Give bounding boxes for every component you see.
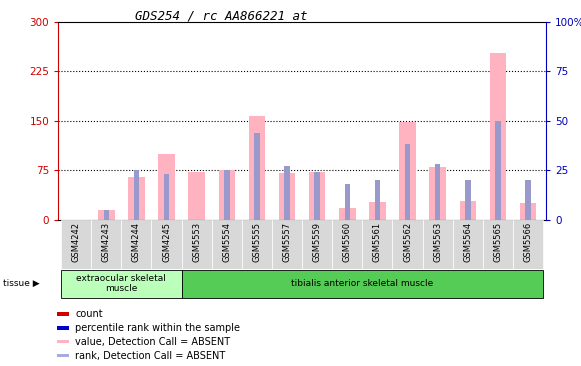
Text: GSM5562: GSM5562 bbox=[403, 222, 412, 262]
Text: extraocular skeletal
muscle: extraocular skeletal muscle bbox=[77, 274, 166, 294]
Bar bbox=[164, 174, 169, 220]
Text: GSM4242: GSM4242 bbox=[71, 222, 81, 262]
Bar bbox=[520, 203, 536, 220]
Bar bbox=[58, 326, 69, 329]
Bar bbox=[218, 170, 235, 220]
Bar bbox=[453, 220, 483, 269]
Bar bbox=[134, 170, 139, 220]
Text: value, Detection Call = ABSENT: value, Detection Call = ABSENT bbox=[76, 337, 231, 347]
Bar bbox=[224, 170, 229, 220]
Bar bbox=[242, 220, 272, 269]
Bar bbox=[399, 122, 416, 220]
Bar bbox=[429, 167, 446, 220]
Bar bbox=[128, 177, 145, 220]
Text: GSM5560: GSM5560 bbox=[343, 222, 352, 262]
Bar bbox=[363, 220, 393, 269]
Bar bbox=[61, 220, 91, 269]
Text: tibialis anterior skeletal muscle: tibialis anterior skeletal muscle bbox=[291, 279, 433, 288]
Bar bbox=[152, 220, 182, 269]
Text: GDS254 / rc_AA866221_at: GDS254 / rc_AA866221_at bbox=[135, 9, 307, 22]
Text: GSM4244: GSM4244 bbox=[132, 222, 141, 262]
Bar bbox=[465, 180, 471, 220]
Text: count: count bbox=[76, 309, 103, 319]
Bar bbox=[58, 312, 69, 316]
Text: rank, Detection Call = ABSENT: rank, Detection Call = ABSENT bbox=[76, 351, 225, 361]
Bar bbox=[182, 270, 543, 298]
Bar bbox=[188, 172, 205, 220]
Text: GSM5555: GSM5555 bbox=[252, 222, 261, 262]
Bar bbox=[284, 166, 290, 220]
Text: GSM4245: GSM4245 bbox=[162, 222, 171, 262]
Bar bbox=[339, 208, 356, 220]
Text: GSM5559: GSM5559 bbox=[313, 222, 322, 262]
Bar bbox=[314, 172, 320, 220]
Bar bbox=[483, 220, 513, 269]
Bar bbox=[369, 202, 386, 220]
Bar bbox=[435, 164, 440, 220]
Text: GSM5557: GSM5557 bbox=[282, 222, 292, 262]
Bar bbox=[309, 172, 325, 220]
Bar bbox=[272, 220, 302, 269]
Text: GSM5566: GSM5566 bbox=[523, 222, 533, 262]
Bar bbox=[393, 220, 422, 269]
Bar bbox=[375, 180, 380, 220]
Bar bbox=[513, 220, 543, 269]
Bar bbox=[495, 121, 501, 220]
Bar bbox=[249, 116, 265, 220]
Text: GSM5553: GSM5553 bbox=[192, 222, 201, 262]
Bar bbox=[279, 173, 295, 220]
Bar bbox=[405, 145, 410, 220]
Text: GSM5563: GSM5563 bbox=[433, 222, 442, 262]
Bar bbox=[91, 220, 121, 269]
Bar bbox=[525, 180, 531, 220]
Bar bbox=[422, 220, 453, 269]
Bar bbox=[332, 220, 363, 269]
Bar bbox=[103, 210, 109, 220]
Bar bbox=[98, 210, 114, 220]
Bar bbox=[490, 53, 506, 220]
Text: GSM5565: GSM5565 bbox=[493, 222, 503, 262]
Bar bbox=[182, 220, 211, 269]
Bar bbox=[158, 154, 175, 220]
Bar bbox=[121, 220, 152, 269]
Bar bbox=[302, 220, 332, 269]
Bar bbox=[61, 270, 182, 298]
Text: GSM5554: GSM5554 bbox=[223, 222, 231, 262]
Text: tissue ▶: tissue ▶ bbox=[3, 279, 40, 288]
Text: percentile rank within the sample: percentile rank within the sample bbox=[76, 323, 241, 333]
Text: GSM5564: GSM5564 bbox=[463, 222, 472, 262]
Bar bbox=[460, 201, 476, 220]
Text: GSM4243: GSM4243 bbox=[102, 222, 111, 262]
Bar bbox=[254, 132, 260, 220]
Bar bbox=[345, 184, 350, 220]
Bar bbox=[58, 340, 69, 343]
Bar bbox=[58, 354, 69, 357]
Text: GSM5561: GSM5561 bbox=[373, 222, 382, 262]
Bar bbox=[211, 220, 242, 269]
